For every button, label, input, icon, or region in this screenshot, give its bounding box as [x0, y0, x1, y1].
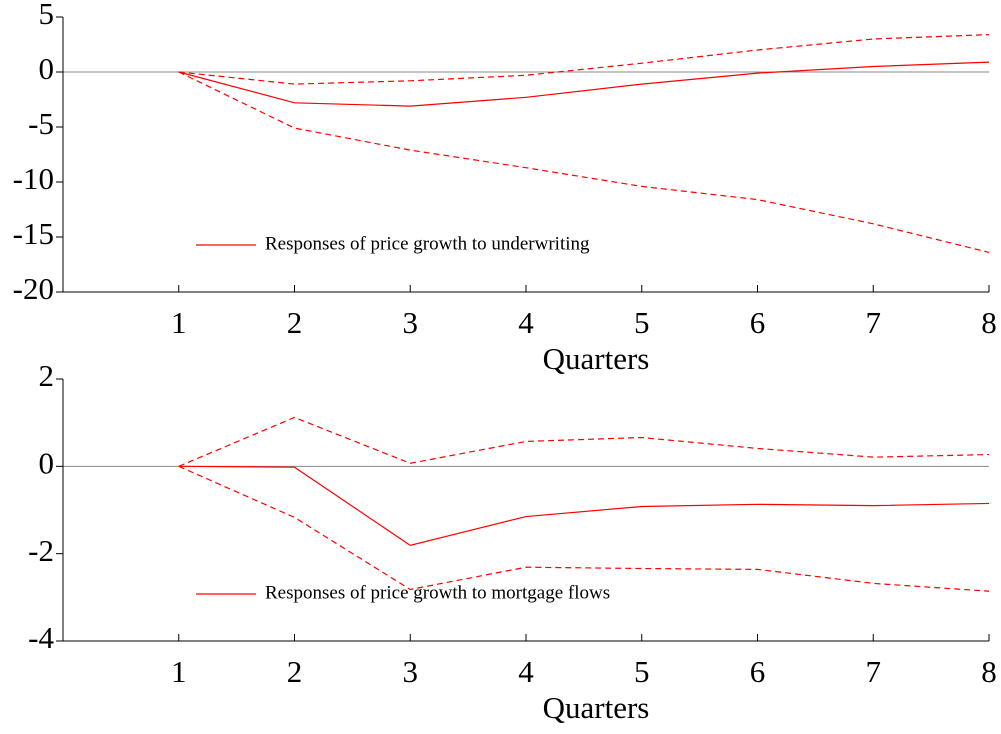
- y-tick-label: -15: [13, 216, 54, 251]
- x-tick-label: 6: [750, 305, 766, 340]
- response-line: [178, 61, 990, 107]
- x-tick-label: 7: [866, 305, 882, 340]
- confidence-band: [178, 71, 990, 253]
- x-tick-label: 1: [171, 654, 187, 689]
- y-tick-label: -4: [28, 620, 54, 655]
- y-tick-label: 0: [39, 445, 55, 480]
- x-axis-label: Quarters: [543, 341, 650, 376]
- y-tick-label: -20: [13, 271, 54, 306]
- x-tick-label: 5: [634, 654, 650, 689]
- x-tick-label: 2: [287, 305, 303, 340]
- x-tick-label: 1: [171, 305, 187, 340]
- x-tick-label: 7: [866, 654, 882, 689]
- confidence-band: [178, 34, 990, 85]
- x-tick-label: 3: [403, 654, 419, 689]
- y-tick-label: 0: [39, 51, 55, 86]
- y-tick-label: 5: [39, 0, 55, 31]
- x-tick-label: 8: [981, 654, 997, 689]
- x-tick-label: 5: [634, 305, 650, 340]
- y-tick-label: -5: [28, 106, 54, 141]
- y-tick-label: -2: [28, 533, 54, 568]
- legend-label: Responses of price growth to mortgage fl…: [265, 582, 610, 603]
- x-tick-label: 2: [287, 654, 303, 689]
- x-tick-label: 3: [403, 305, 419, 340]
- x-tick-label: 4: [518, 305, 534, 340]
- confidence-band: [178, 465, 990, 592]
- x-tick-label: 6: [750, 654, 766, 689]
- x-tick-label: 4: [518, 654, 534, 689]
- y-tick-label: 2: [39, 358, 55, 393]
- response-line: [178, 465, 990, 547]
- y-tick-label: -10: [13, 161, 54, 196]
- legend-label: Responses of price growth to underwritin…: [265, 233, 590, 254]
- x-tick-label: 8: [981, 305, 997, 340]
- confidence-band: [178, 416, 990, 467]
- x-axis-label: Quarters: [543, 690, 650, 725]
